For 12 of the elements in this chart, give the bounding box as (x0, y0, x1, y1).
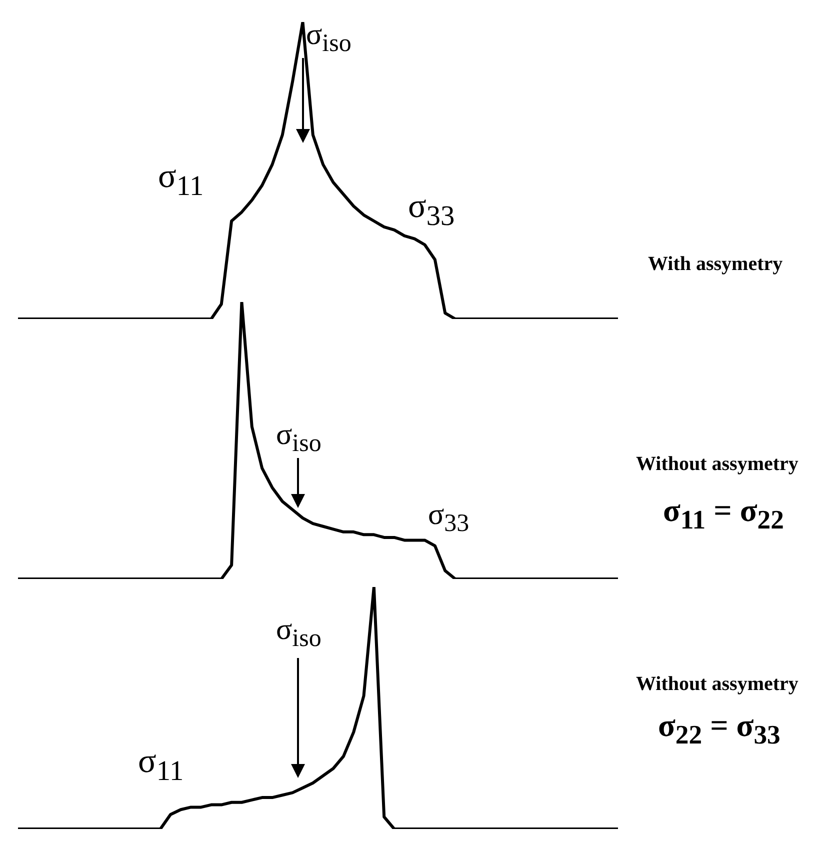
annotation: σ$_{11}$ (158, 158, 204, 202)
annotation: σ$_{33}$ (408, 188, 455, 232)
text: Without assymetry (636, 673, 798, 695)
text: With assymetry (648, 253, 783, 275)
annotation: σ$_{11}$ (138, 743, 184, 787)
text: σ$_{11}$ = σ$_{22}$ (663, 492, 784, 535)
text: σ$_{22}$ = σ$_{33}$ (658, 707, 780, 750)
text: Without assymetry (636, 453, 798, 475)
annotation: σ$_{iso}$ (276, 418, 322, 458)
annotation: σ$_{iso}$ (276, 613, 322, 652)
annotation: σ$_{33}$ (428, 498, 470, 538)
annotation: σ$_{iso}$ (306, 18, 352, 58)
